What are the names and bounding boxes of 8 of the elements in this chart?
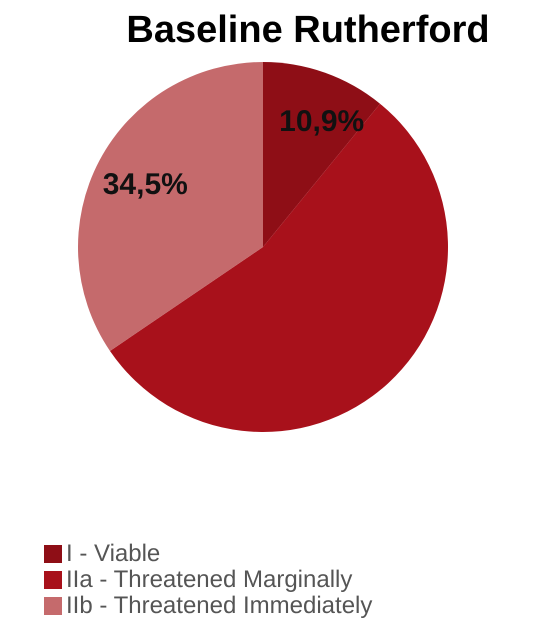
pie-slice (263, 62, 380, 247)
legend-label: IIb - Threatened Immediately (66, 592, 372, 619)
legend-label: IIa - Threatened Marginally (66, 566, 352, 593)
chart-title: Baseline Rutherford (125, 8, 491, 52)
data-label: 34,5% (102, 168, 188, 202)
legend-label: I - Viable (66, 540, 160, 567)
data-label: 10,9% (279, 105, 364, 138)
pie-slice (78, 62, 263, 351)
